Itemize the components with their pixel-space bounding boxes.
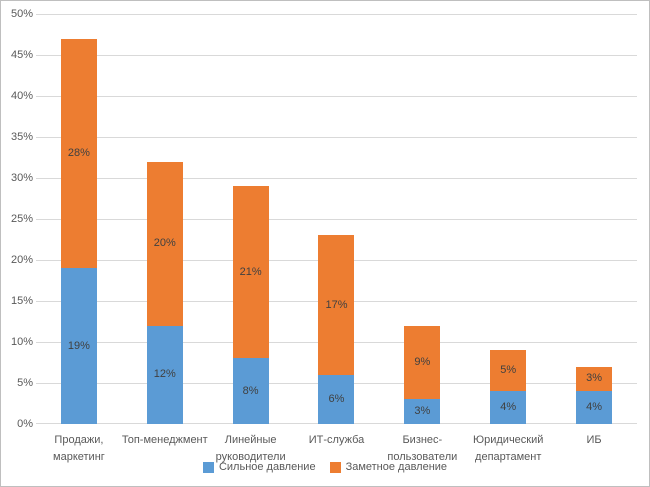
value-label: 3%	[586, 372, 603, 385]
y-tick-label: 20%	[10, 254, 33, 266]
legend-label: Заметное давление	[345, 461, 448, 473]
value-label: 21%	[239, 265, 262, 278]
legend-item: Заметное давление	[329, 461, 448, 474]
y-tick-label: 35%	[10, 131, 33, 143]
y-tick-label: 15%	[10, 295, 33, 307]
bar-column: 6% 17%	[294, 14, 380, 424]
bar-segment-notable: 21%	[232, 186, 269, 359]
bar-stack: 12% 20%	[146, 14, 183, 424]
bar-stack: 4% 3%	[576, 14, 613, 424]
legend: Сильное давление Заметное давление	[1, 461, 649, 474]
bar-stack: 6% 17%	[318, 14, 355, 424]
y-tick-label: 0%	[17, 418, 33, 430]
bar-stack: 3% 9%	[404, 14, 441, 424]
bar-segment-strong: 12%	[146, 325, 183, 424]
category-label: Топ-менеджмент	[121, 434, 208, 446]
y-tick-label: 25%	[10, 213, 33, 225]
category-label: Продажи, маркетинг	[53, 434, 105, 463]
category-label: ИБ	[586, 434, 602, 446]
bar-segment-notable: 9%	[404, 325, 441, 400]
bar-segment-strong: 19%	[60, 268, 97, 424]
y-tick-label: 50%	[10, 8, 33, 20]
bar-segment-notable: 17%	[318, 235, 355, 375]
y-tick-label: 30%	[10, 172, 33, 184]
legend-item: Сильное давление	[202, 461, 316, 474]
bar-column: 4% 5%	[465, 14, 551, 424]
legend-label: Сильное давление	[218, 461, 316, 473]
value-label: 8%	[242, 384, 259, 397]
legend-swatch-icon	[202, 462, 214, 473]
category-label: Бизнес-пользователи	[387, 434, 458, 463]
bar-column: 8% 21%	[208, 14, 294, 424]
bar-column: 3% 9%	[379, 14, 465, 424]
bar-segment-strong: 3%	[404, 399, 441, 424]
value-label: 4%	[500, 401, 517, 414]
bar-column: 12% 20%	[122, 14, 208, 424]
gridline	[36, 55, 637, 56]
category-label: Линейные руководители	[215, 434, 286, 463]
gridline	[36, 14, 637, 15]
value-label: 28%	[67, 146, 90, 159]
category-label: ИТ-служба	[308, 434, 365, 446]
bar-segment-strong: 8%	[232, 358, 269, 424]
value-label: 4%	[586, 401, 603, 414]
bar-column: 19% 28%	[36, 14, 122, 424]
bar-stack: 19% 28%	[60, 14, 97, 424]
bar-segment-strong: 4%	[576, 391, 613, 424]
y-tick-label: 40%	[10, 90, 33, 102]
plot-area: 19% 28% 12% 20% 8% 21% 6% 17% 3% 9% 4% 5% 4% 3%	[36, 14, 637, 424]
value-label: 19%	[67, 339, 90, 352]
y-tick-label: 10%	[10, 336, 33, 348]
bar-stack: 4% 5%	[490, 14, 527, 424]
gridline	[36, 96, 637, 97]
bar-segment-strong: 6%	[318, 374, 355, 424]
category-label: Юридический департамент	[473, 434, 544, 463]
bar-segment-notable: 20%	[146, 161, 183, 326]
value-label: 20%	[153, 237, 176, 250]
legend-swatch-icon	[329, 462, 341, 473]
value-label: 3%	[414, 405, 431, 418]
value-label: 12%	[153, 368, 176, 381]
bar-segment-notable: 5%	[490, 350, 527, 392]
bar-segment-notable: 3%	[576, 366, 613, 392]
bar-column: 4% 3%	[551, 14, 637, 424]
gridline	[36, 178, 637, 179]
gridline	[36, 219, 637, 220]
bar-stack: 8% 21%	[232, 14, 269, 424]
gridline	[36, 137, 637, 138]
value-label: 9%	[414, 356, 431, 368]
bar-segment-notable: 28%	[60, 38, 97, 269]
value-label: 5%	[500, 364, 517, 377]
y-tick-label: 45%	[10, 49, 33, 61]
value-label: 17%	[325, 298, 348, 311]
value-label: 6%	[328, 392, 345, 405]
bar-segment-strong: 4%	[490, 391, 527, 424]
y-tick-label: 5%	[17, 377, 33, 389]
